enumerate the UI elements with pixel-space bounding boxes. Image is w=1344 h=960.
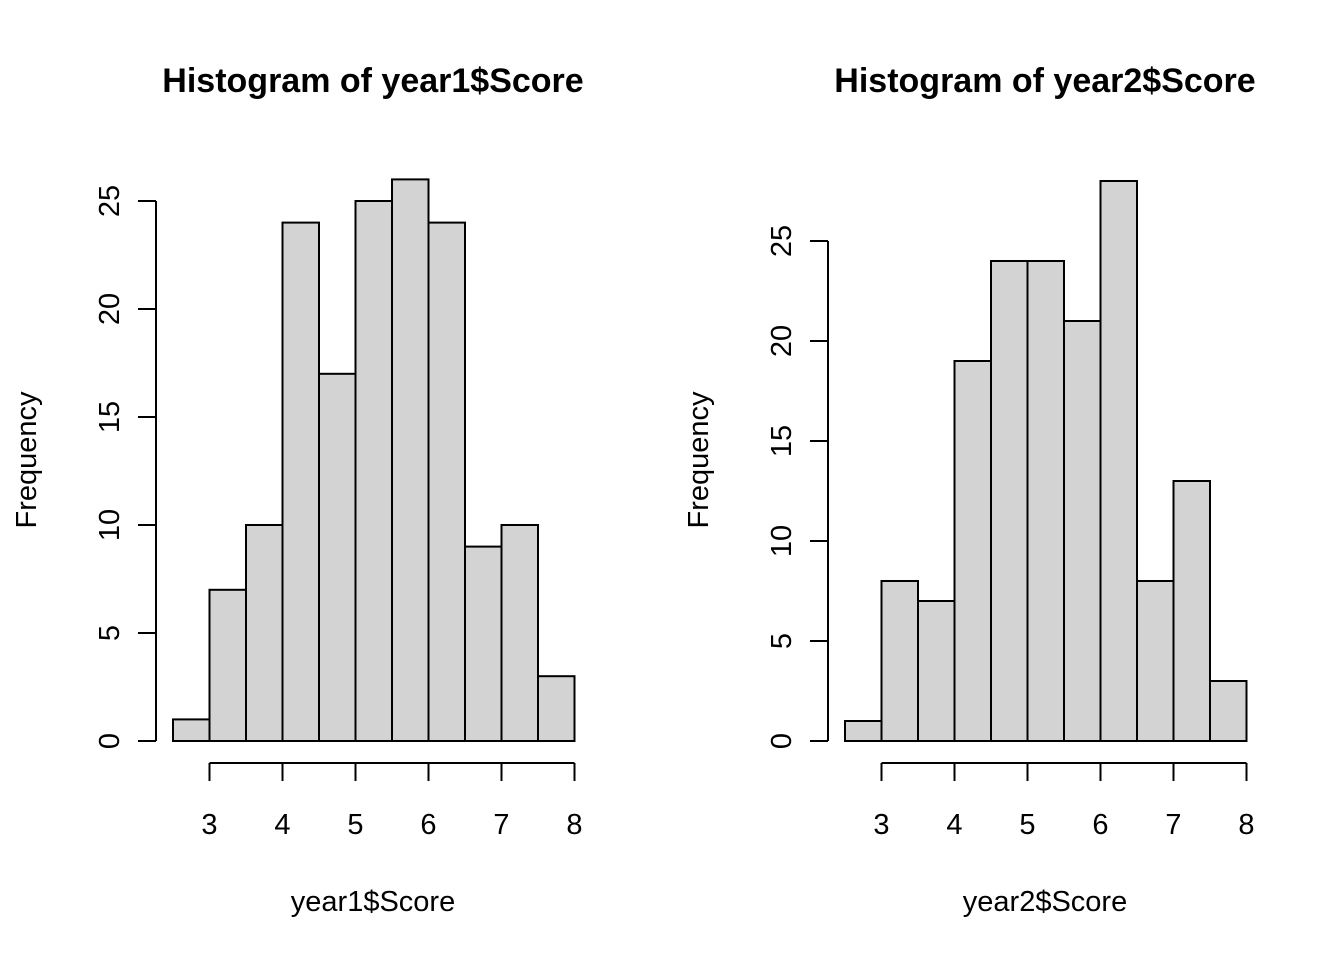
histogram-bar	[391, 178, 430, 742]
x-tick-label: 8	[566, 809, 582, 841]
histogram-bar	[281, 221, 320, 743]
histogram-bar	[1099, 180, 1138, 742]
y-tick-label: 15	[766, 425, 798, 457]
chart-year2: Histogram of year2$Score year2$Score Fre…	[683, 62, 1256, 918]
histogram-bar	[208, 588, 247, 742]
histogram-bar	[500, 524, 539, 742]
y-tick-label: 10	[766, 525, 798, 557]
y-tick-label: 5	[94, 625, 126, 641]
x-axis-label: year2$Score	[963, 886, 1127, 918]
x-tick-label: 8	[1238, 809, 1254, 841]
y-tick-label: 0	[766, 733, 798, 749]
histogram-bar	[1209, 680, 1248, 742]
bar-group	[844, 180, 1248, 742]
histogram-bar	[1063, 320, 1102, 742]
x-tick-label: 5	[1019, 809, 1035, 841]
chart-year1: Histogram of year1$Score year1$Score Fre…	[11, 62, 584, 918]
x-tick-label: 3	[201, 809, 217, 841]
histogram-bar	[245, 524, 284, 742]
x-tick-label: 4	[274, 809, 290, 841]
histogram-bar	[1136, 580, 1175, 742]
y-tick-label: 20	[94, 293, 126, 325]
x-tick-label: 5	[347, 809, 363, 841]
x-tick-label: 3	[873, 809, 889, 841]
y-axis-label: Frequency	[683, 391, 715, 529]
histogram-bar	[172, 718, 211, 743]
histogram-bar	[464, 545, 503, 742]
y-tick-label: 25	[94, 185, 126, 217]
x-tick-label: 4	[946, 809, 962, 841]
y-tick-label: 15	[94, 401, 126, 433]
x-axis-label: year1$Score	[291, 886, 455, 918]
y-tick-label: 5	[766, 633, 798, 649]
y-axis: 0 5 10 15 20 25	[766, 225, 829, 749]
x-tick-label: 7	[493, 809, 509, 841]
y-axis: 0 5 10 15 20 25	[94, 185, 157, 749]
chart-title: Histogram of year1$Score	[162, 62, 583, 100]
x-axis: 3 4 5 6 7 8	[873, 762, 1255, 841]
histogram-bar	[990, 260, 1029, 742]
histogram-bar	[354, 200, 393, 742]
y-axis-label: Frequency	[11, 391, 43, 529]
x-tick-label: 6	[1092, 809, 1108, 841]
histogram-bar	[917, 600, 956, 742]
chart-title: Histogram of year2$Score	[834, 62, 1255, 100]
histogram-bar	[318, 372, 357, 742]
histogram-bar	[1026, 260, 1065, 742]
bar-group	[172, 178, 576, 743]
x-tick-label: 6	[420, 809, 436, 841]
histogram-bar	[537, 675, 576, 743]
histogram-bar	[880, 580, 919, 742]
histogram-bar	[427, 221, 466, 743]
y-tick-label: 0	[94, 733, 126, 749]
histogram-bar	[1172, 480, 1211, 742]
y-tick-label: 10	[94, 509, 126, 541]
histogram-bar	[844, 720, 883, 742]
x-axis: 3 4 5 6 7 8	[201, 762, 583, 841]
histogram-bar	[953, 360, 992, 742]
y-tick-label: 20	[766, 325, 798, 357]
x-tick-label: 7	[1165, 809, 1181, 841]
y-tick-label: 25	[766, 225, 798, 257]
